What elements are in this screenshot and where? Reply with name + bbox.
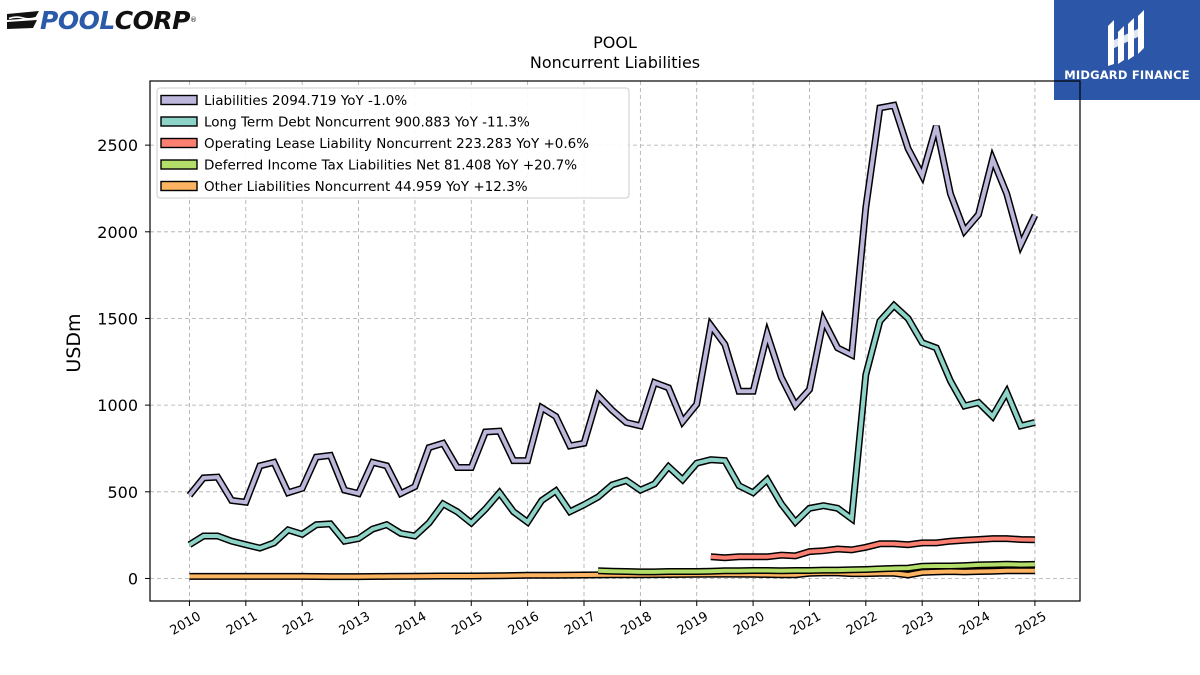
- series-lines: [186, 101, 1039, 581]
- y-tick-label: 2500: [97, 136, 138, 155]
- poolcorp-logo: POOLCORP ®: [6, 4, 197, 36]
- x-tick-label: 2021: [788, 609, 824, 639]
- midgard-logo-icon: [1108, 10, 1144, 66]
- midgard-finance-label: MIDGARD FINANCE: [1064, 68, 1190, 82]
- x-tick-label: 2024: [957, 609, 993, 639]
- y-tick-label: 500: [107, 483, 138, 502]
- x-tick-label: 2015: [449, 609, 485, 639]
- axis-ticks: 0 500 1000 1500 2000 2500 2010 2011 2012 2013 2014…: [97, 136, 1049, 639]
- x-tick-label: 2018: [619, 609, 655, 639]
- x-tick-label: 2017: [562, 609, 598, 639]
- legend-label-deferred-income-tax-liabilities-net: Deferred Income Tax Liabilities Net 81.4…: [204, 158, 577, 174]
- chart-title: POOL: [593, 33, 637, 52]
- y-tick-label: 0: [128, 569, 138, 588]
- poolcorp-wordmark: POOLCORP: [40, 5, 190, 35]
- y-axis-label: USDm: [63, 313, 85, 372]
- x-tick-label: 2010: [168, 609, 204, 639]
- poolcorp-wave-icon: [7, 11, 39, 29]
- chart-subtitle: Noncurrent Liabilities: [530, 53, 700, 72]
- x-tick-label: 2013: [337, 609, 373, 639]
- x-tick-label: 2016: [506, 609, 542, 639]
- legend-label-long-term-debt-noncurrent: Long Term Debt Noncurrent 900.883 YoY -1…: [204, 115, 530, 131]
- x-tick-label: 2019: [675, 609, 711, 639]
- x-tick-label: 2014: [393, 609, 429, 639]
- legend-label-operating-lease-liability-noncurrent: Operating Lease Liability Noncurrent 223…: [204, 136, 589, 152]
- midgard-finance-badge: MIDGARD FINANCE: [1054, 0, 1200, 100]
- x-tick-label: 2023: [900, 609, 936, 639]
- registered-mark: ®: [189, 16, 197, 24]
- series-line-operating-lease-liability-noncurrent: [710, 536, 1035, 560]
- y-tick-label: 2000: [97, 223, 138, 242]
- legend-swatch-liabilities: [160, 94, 198, 106]
- y-tick-label: 1500: [97, 309, 138, 328]
- legend-swatch-other-liabilities-noncurrent: [160, 180, 198, 192]
- legend: Liabilities 2094.719 YoY -1.0% Long Term …: [156, 87, 630, 199]
- x-tick-label: 2020: [731, 609, 767, 639]
- legend-box: [156, 87, 630, 199]
- legend-label-liabilities: Liabilities 2094.719 YoY -1.0%: [204, 93, 407, 109]
- series-line-liabilities: [187, 103, 1037, 505]
- x-tick-label: 2012: [280, 609, 316, 639]
- y-tick-label: 1000: [97, 396, 138, 415]
- legend-swatch-deferred-income-tax-liabilities-net: [160, 159, 198, 170]
- legend-label-other-liabilities-noncurrent: Other Liabilities Noncurrent 44.959 YoY …: [204, 179, 528, 195]
- x-tick-label: 2011: [224, 609, 260, 639]
- plot-frame: [149, 80, 1081, 602]
- x-tick-label: 2022: [844, 609, 880, 639]
- legend-swatch-operating-lease-liability-noncurrent: [160, 137, 198, 149]
- series-outline-long-term-debt-noncurrent: [187, 300, 1036, 552]
- x-tick-label: 2025: [1013, 609, 1049, 639]
- series-line-long-term-debt-noncurrent: [188, 302, 1036, 551]
- legend-swatch-long-term-debt-noncurrent: [160, 116, 198, 127]
- series-line-deferred-income-tax-liabilities-net: [598, 562, 1035, 574]
